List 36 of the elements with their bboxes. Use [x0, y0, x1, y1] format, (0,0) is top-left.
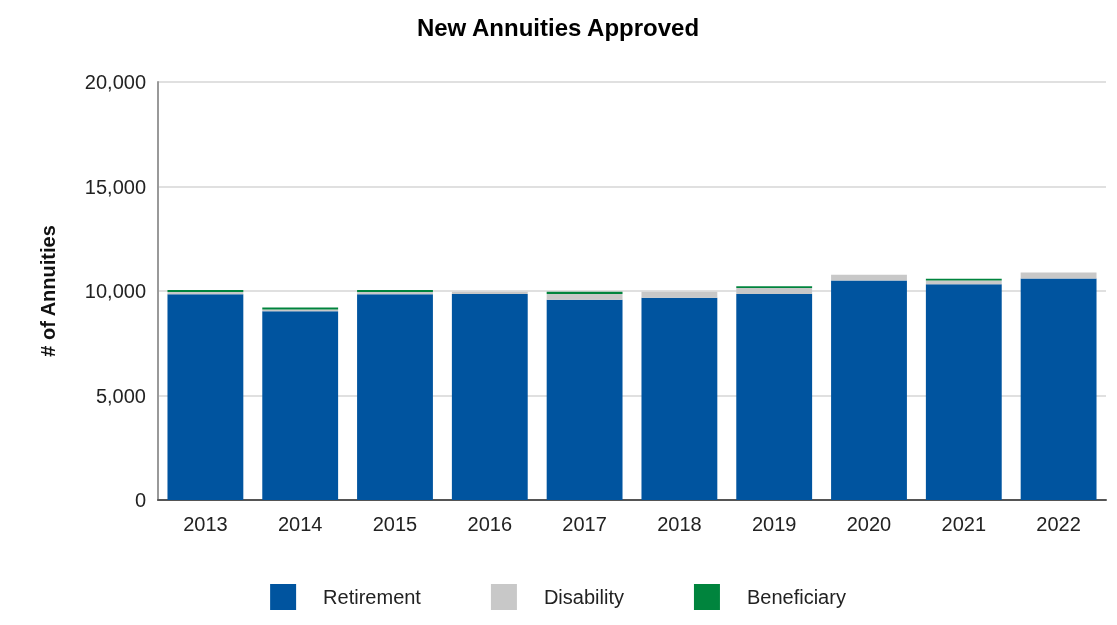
bar — [357, 294, 433, 500]
bar — [546, 299, 623, 500]
bar — [546, 291, 623, 294]
bar — [1020, 278, 1097, 500]
y-tick-label: 5,000 — [95, 384, 146, 407]
y-tick-label: 15,000 — [84, 175, 146, 198]
x-tick-label: 2016 — [467, 513, 513, 535]
bar — [736, 288, 813, 294]
x-tick-label: 2020 — [846, 513, 892, 535]
x-tick-label: 2015 — [372, 513, 418, 535]
bar — [641, 291, 718, 298]
y-tick-label: 0 — [134, 489, 146, 511]
x-tick-label: 2014 — [277, 513, 323, 535]
bar — [167, 294, 244, 500]
x-tick-label: 2021 — [941, 513, 987, 535]
bar — [451, 291, 528, 294]
bar — [641, 297, 718, 500]
y-tick-label: 10,000 — [84, 280, 146, 302]
x-tick-label: 2018 — [657, 513, 702, 535]
x-tick-label: 2017 — [562, 513, 607, 535]
chart-title: New Annuities Approved — [416, 13, 700, 41]
bar — [831, 274, 907, 281]
y-axis-title: # of Annuities — [37, 225, 59, 357]
y-tick-label: 20,000 — [84, 71, 146, 93]
legend-label: Retirement — [323, 586, 422, 608]
legend-label: Beneficiary — [746, 586, 846, 608]
x-tick-label: 2013 — [183, 513, 228, 535]
x-tick-label: 2019 — [751, 513, 797, 535]
x-tick-label: 2022 — [1036, 513, 1081, 535]
bar — [451, 293, 528, 500]
bar — [736, 293, 813, 500]
bar — [546, 293, 623, 300]
bar — [831, 280, 907, 500]
legend-label: Disability — [543, 586, 624, 608]
bar — [262, 311, 339, 500]
bar — [925, 284, 1002, 500]
